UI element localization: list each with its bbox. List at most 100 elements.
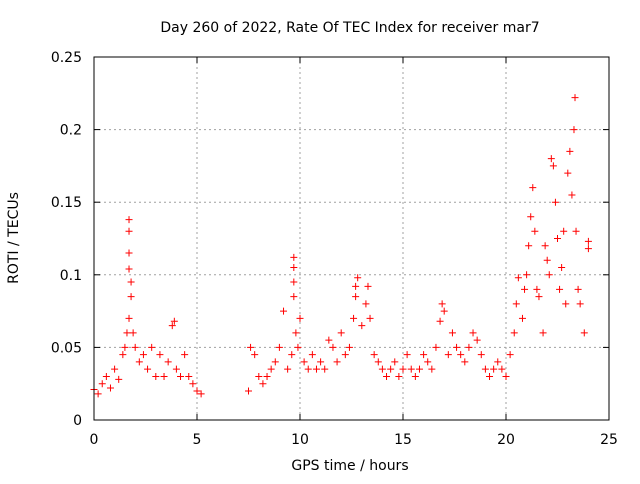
data-point <box>333 358 341 366</box>
x-tick-label: 25 <box>600 432 618 448</box>
data-point <box>444 351 452 359</box>
data-point <box>547 155 555 163</box>
data-point <box>185 372 193 380</box>
data-point <box>255 372 263 380</box>
data-point <box>514 274 522 282</box>
data-point <box>366 314 374 322</box>
data-point <box>251 351 259 359</box>
data-point <box>473 336 481 344</box>
data-point <box>290 253 298 261</box>
data-point <box>551 198 559 206</box>
data-point <box>170 317 178 325</box>
data-point <box>148 343 156 351</box>
data-point <box>502 372 510 380</box>
data-point <box>461 358 469 366</box>
data-point <box>345 343 353 351</box>
y-tick-label: 0.2 <box>60 123 82 139</box>
data-point <box>584 237 592 245</box>
y-tick-label: 0.25 <box>51 50 82 66</box>
data-point <box>135 358 143 366</box>
data-point <box>403 351 411 359</box>
data-point <box>263 372 271 380</box>
data-point <box>271 358 279 366</box>
data-point <box>177 372 185 380</box>
data-point <box>123 329 131 337</box>
data-point <box>300 358 308 366</box>
data-point <box>490 365 498 373</box>
data-point <box>407 365 415 373</box>
data-point <box>119 351 127 359</box>
data-point <box>317 358 325 366</box>
y-tick-label: 0.05 <box>51 340 82 356</box>
data-point <box>354 274 362 282</box>
data-point <box>568 191 576 199</box>
data-point <box>580 329 588 337</box>
data-point <box>131 343 139 351</box>
data-point <box>247 343 255 351</box>
data-point <box>160 372 168 380</box>
data-point <box>189 380 197 388</box>
data-point <box>197 390 205 398</box>
data-point <box>572 227 580 235</box>
data-point <box>457 351 465 359</box>
data-point <box>564 169 572 177</box>
data-point <box>574 285 582 293</box>
data-point <box>358 322 366 330</box>
data-point <box>352 282 360 290</box>
data-point <box>321 365 329 373</box>
data-point <box>453 343 461 351</box>
data-point <box>341 351 349 359</box>
data-point <box>374 358 382 366</box>
data-point <box>531 227 539 235</box>
data-point <box>576 300 584 308</box>
data-point <box>570 126 578 134</box>
data-point <box>370 351 378 359</box>
data-point <box>308 351 316 359</box>
data-point <box>498 365 506 373</box>
data-point <box>275 343 283 351</box>
data-point <box>362 300 370 308</box>
data-point <box>448 329 456 337</box>
data-point <box>325 336 333 344</box>
data-point <box>510 329 518 337</box>
chart-title: Day 260 of 2022, Rate Of TEC Index for r… <box>160 20 539 36</box>
data-point <box>102 372 110 380</box>
data-point <box>539 329 547 337</box>
data-point <box>329 343 337 351</box>
data-point <box>541 242 549 250</box>
data-point <box>560 227 568 235</box>
data-point <box>521 285 529 293</box>
data-point <box>350 314 358 322</box>
data-point <box>432 343 440 351</box>
data-point <box>304 365 312 373</box>
data-point <box>545 271 553 279</box>
data-point <box>420 351 428 359</box>
data-point <box>556 285 564 293</box>
x-tick-label: 20 <box>497 432 515 448</box>
data-point <box>481 365 489 373</box>
data-point <box>543 256 551 264</box>
data-point <box>115 375 123 383</box>
data-point <box>486 372 494 380</box>
data-point <box>399 365 407 373</box>
grid <box>94 57 609 420</box>
data-point <box>125 227 133 235</box>
data-point <box>424 358 432 366</box>
data-point <box>469 329 477 337</box>
data-point <box>245 387 252 395</box>
x-tick-label: 0 <box>90 432 99 448</box>
axis-ticks: 0 5 10 15 20 25 0 0.05 0.1 0.15 0.2 0.25 <box>51 50 618 448</box>
data-point <box>512 300 520 308</box>
data-point <box>387 365 395 373</box>
data-point <box>494 358 502 366</box>
data-point <box>296 314 304 322</box>
data-point <box>290 278 298 286</box>
x-tick-label: 15 <box>394 432 412 448</box>
data-point <box>125 216 133 224</box>
data-point <box>121 343 129 351</box>
x-axis-title: GPS time / hours <box>291 458 408 474</box>
data-point <box>436 317 444 325</box>
data-point <box>438 300 446 308</box>
data-point <box>106 384 114 392</box>
